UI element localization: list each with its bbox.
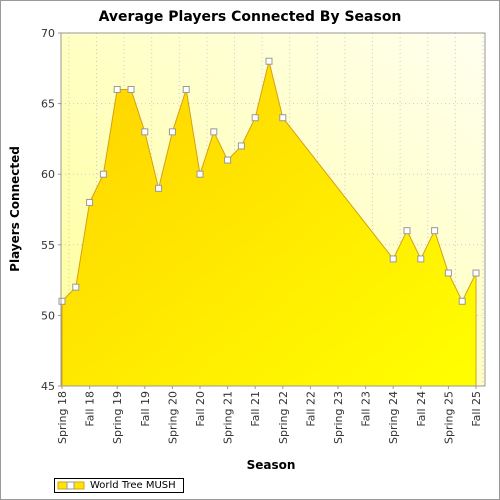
y-tick-label: 70 <box>41 27 55 40</box>
x-tick-label: Fall 22 <box>304 391 317 427</box>
data-point <box>444 269 452 277</box>
data-point <box>113 85 121 93</box>
data-point <box>196 170 204 178</box>
x-tick-label: Spring 18 <box>56 391 69 444</box>
data-point <box>182 85 190 93</box>
data-point <box>403 227 411 235</box>
data-point <box>168 128 176 136</box>
data-point <box>141 128 149 136</box>
x-tick-label: Fall 18 <box>84 391 97 427</box>
y-tick-label: 65 <box>41 98 55 111</box>
chart-title: Average Players Connected By Season <box>98 9 402 25</box>
y-tick-label: 45 <box>41 380 55 393</box>
data-point <box>72 283 80 291</box>
x-tick-label: Fall 24 <box>415 391 428 427</box>
data-point <box>431 227 439 235</box>
data-markers <box>58 57 480 305</box>
data-point <box>127 85 135 93</box>
y-tick-label: 60 <box>41 168 55 181</box>
y-axis: 45 50 55 60 65 70 <box>41 27 61 393</box>
x-tick-label: Fall 21 <box>249 391 262 427</box>
x-tick-label: Spring 25 <box>442 391 455 444</box>
x-tick-label: Spring 19 <box>111 391 124 444</box>
data-point <box>237 142 245 150</box>
data-point <box>251 114 259 122</box>
x-tick-label: Fall 20 <box>194 391 207 427</box>
data-point <box>417 255 425 263</box>
legend: World Tree MUSH <box>54 478 184 493</box>
y-tick-label: 55 <box>41 239 55 252</box>
data-point <box>265 57 273 65</box>
data-point <box>458 297 466 305</box>
data-point <box>58 297 66 305</box>
legend-swatch <box>57 481 85 490</box>
data-point <box>99 170 107 178</box>
x-tick-label: Fall 23 <box>360 391 373 427</box>
x-tick-label: Spring 23 <box>332 391 345 444</box>
data-point <box>279 114 287 122</box>
x-tick-label: Spring 20 <box>166 391 179 444</box>
y-axis-label: Players Connected <box>8 146 22 272</box>
x-axis-label: Season <box>247 458 296 472</box>
data-point <box>389 255 397 263</box>
data-point <box>472 269 480 277</box>
data-point <box>155 184 163 192</box>
plot-border <box>60 32 486 387</box>
y-tick-label: 50 <box>41 309 55 322</box>
x-tick-label: Fall 25 <box>470 391 483 427</box>
x-tick-label: Spring 22 <box>277 391 290 444</box>
x-tick-label: Spring 21 <box>222 391 235 444</box>
x-tick-label: Fall 19 <box>139 391 152 427</box>
data-point <box>224 156 232 164</box>
x-tick-label: Spring 24 <box>387 391 400 444</box>
x-axis: Spring 18 Fall 18 Spring 19 Fall 19 Spring 2… <box>56 386 483 444</box>
data-point <box>210 128 218 136</box>
legend-label-world-tree-mush: World Tree MUSH <box>90 480 176 491</box>
data-point <box>86 198 94 206</box>
